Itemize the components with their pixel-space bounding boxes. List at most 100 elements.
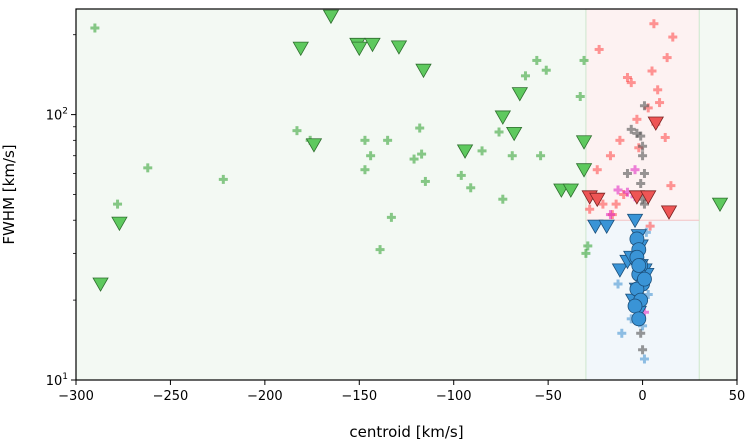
plus-marker	[662, 53, 672, 63]
triangle-marker	[364, 37, 381, 53]
plus-marker	[532, 55, 542, 65]
triangle-marker	[587, 219, 604, 235]
plus-marker	[598, 199, 608, 209]
circle-marker	[637, 271, 652, 287]
plus-marker	[632, 114, 642, 124]
plus-marker	[649, 19, 659, 29]
plus-marker	[375, 245, 385, 255]
triangle-marker	[390, 40, 408, 55]
plus-marker	[585, 204, 595, 214]
plus-marker	[541, 65, 551, 75]
circle-marker	[631, 258, 647, 273]
circle-marker	[631, 311, 647, 327]
plus-marker	[218, 174, 228, 184]
x-tick-label: −250	[153, 389, 189, 404]
plus-marker	[520, 71, 530, 81]
triangle-marker	[598, 219, 615, 235]
plus-marker	[366, 151, 376, 161]
x-tick-label: 0	[638, 389, 646, 404]
plus-marker	[638, 141, 648, 151]
plus-marker	[90, 23, 100, 33]
plus-marker	[613, 279, 623, 289]
triangle-marker	[92, 277, 109, 292]
triangle-marker	[415, 63, 432, 79]
triangle-marker	[575, 163, 593, 178]
plus-marker	[605, 210, 615, 220]
plus-marker	[617, 328, 627, 338]
triangle-marker	[305, 138, 323, 153]
x-axis-label: centroid [km/s]	[349, 423, 463, 441]
plus-marker	[507, 151, 517, 161]
triangle-marker	[111, 216, 128, 232]
plus-marker	[622, 168, 632, 178]
plus-marker	[647, 66, 657, 76]
x-tick-label: −150	[341, 389, 377, 404]
plus-marker	[639, 199, 649, 209]
data-points	[90, 9, 729, 364]
plus-marker	[415, 123, 425, 133]
plus-marker	[417, 149, 427, 159]
plus-marker	[666, 181, 676, 191]
plus-marker	[292, 126, 302, 136]
x-tick-label: −200	[247, 389, 283, 404]
plus-marker	[638, 151, 648, 161]
plus-marker	[660, 132, 670, 142]
triangle-marker	[575, 135, 593, 150]
x-tick-label: −50	[534, 389, 561, 404]
triangle-marker	[511, 87, 529, 102]
plus-marker	[639, 101, 649, 111]
plus-marker	[579, 55, 589, 65]
triangle-marker	[292, 41, 309, 57]
triangle-marker	[626, 213, 644, 229]
x-tick-label: −100	[436, 389, 472, 404]
triangle-marker	[494, 110, 512, 125]
plus-marker	[639, 168, 649, 178]
plus-marker	[498, 194, 508, 204]
plus-marker	[360, 165, 370, 175]
plus-marker	[630, 165, 640, 175]
plus-marker	[594, 44, 604, 54]
circle-marker	[627, 298, 643, 314]
triangle-marker	[351, 41, 368, 57]
plus-marker	[420, 176, 430, 186]
plus-marker	[636, 131, 646, 141]
plus-marker	[653, 85, 663, 95]
triangle-marker	[711, 197, 729, 213]
plus-marker	[583, 241, 593, 251]
plus-marker	[622, 72, 632, 82]
plus-marker	[477, 146, 487, 156]
triangle-marker	[611, 263, 629, 278]
triangle-marker	[505, 126, 523, 142]
triangle-marker	[647, 116, 664, 131]
plus-marker	[655, 98, 665, 108]
x-tick-label: 50	[729, 389, 746, 404]
plus-marker	[592, 165, 602, 175]
plus-marker	[536, 151, 546, 161]
plus-marker	[636, 328, 646, 338]
plus-marker	[360, 135, 370, 145]
plus-marker	[575, 92, 585, 102]
plus-marker	[386, 212, 396, 222]
plus-marker	[383, 135, 393, 145]
plus-marker	[626, 78, 636, 88]
triangle-marker	[562, 183, 579, 198]
plus-marker	[626, 124, 636, 134]
y-tick-label: 101	[46, 372, 68, 389]
plus-marker	[639, 354, 649, 364]
plus-marker	[668, 32, 678, 42]
axis-ticks: −300 −250 −200 −150 −100 −50 0 50 101 102	[46, 34, 746, 404]
plus-marker	[605, 151, 615, 161]
triangle-marker	[322, 9, 340, 25]
triangle-marker	[660, 205, 678, 220]
y-tick-label: 102	[46, 107, 68, 124]
triangle-marker	[640, 190, 657, 205]
plus-marker	[638, 345, 648, 355]
plus-marker	[613, 185, 623, 195]
plus-marker	[611, 199, 621, 209]
y-axis-label: FWHM [km/s]	[0, 144, 18, 244]
plus-marker	[456, 170, 466, 180]
x-tick-label: −300	[58, 389, 94, 404]
plus-marker	[581, 248, 591, 258]
